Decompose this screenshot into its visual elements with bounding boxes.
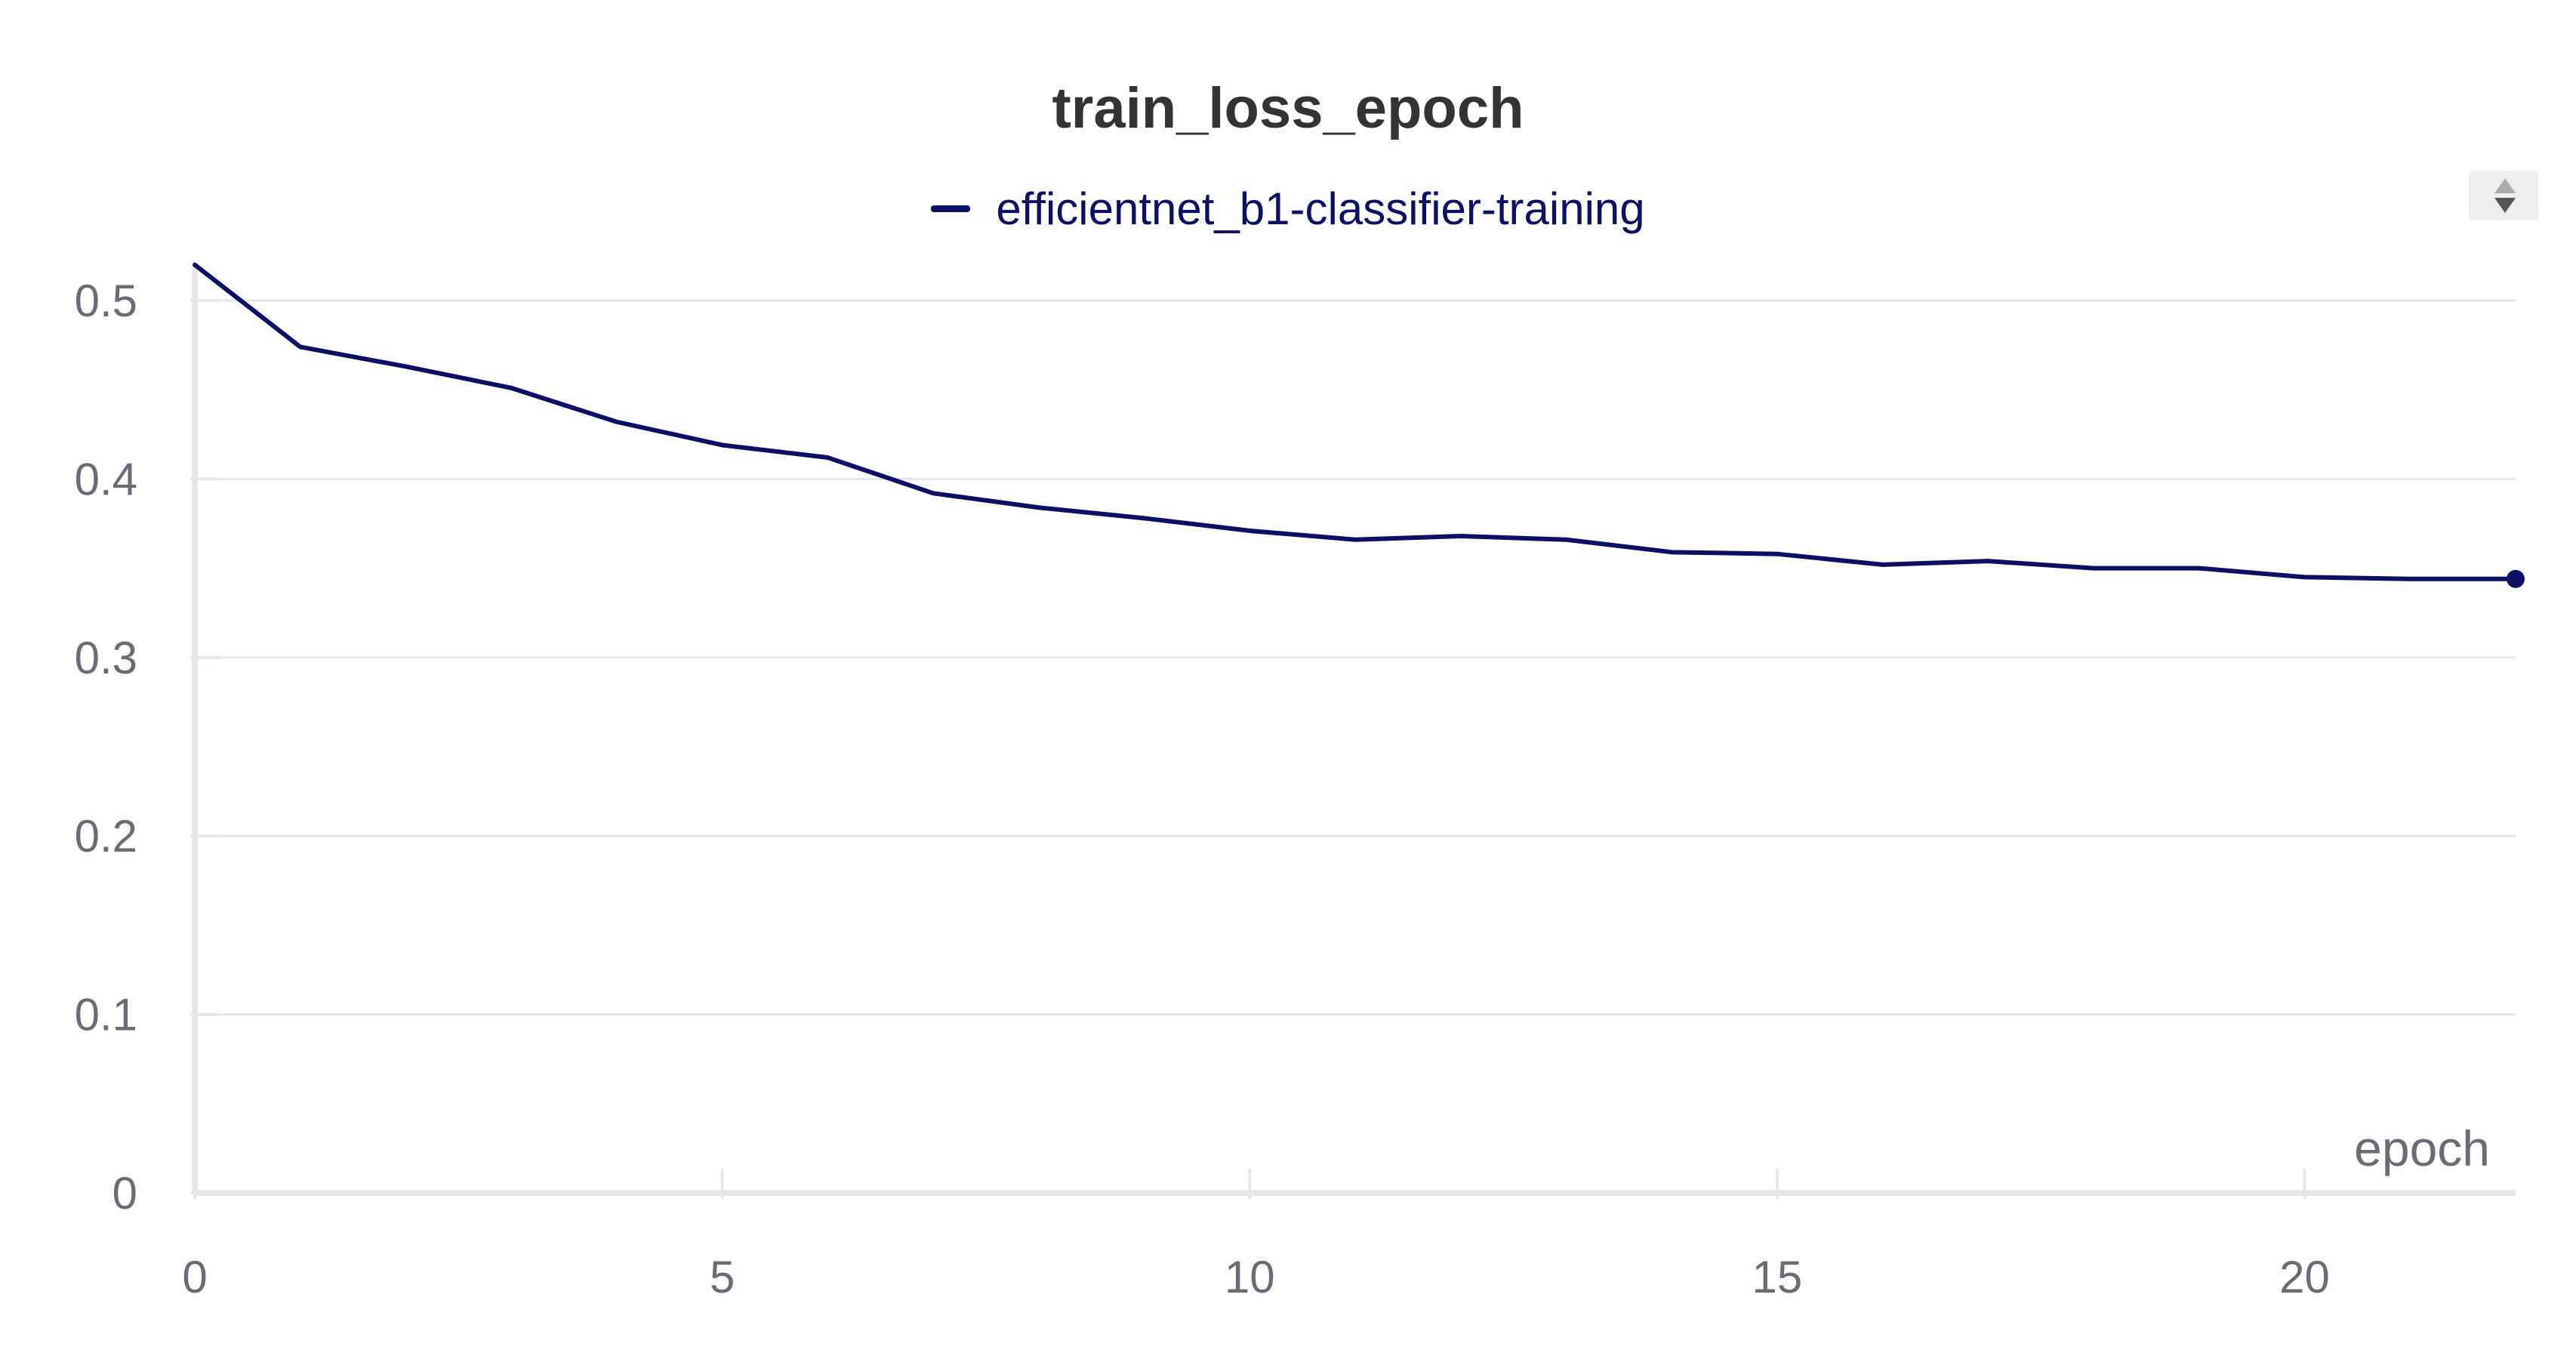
chart-title: train_loss_epoch bbox=[1052, 76, 1524, 140]
y-tick-label: 0.5 bbox=[75, 276, 137, 326]
x-tick-label: 20 bbox=[2279, 1252, 2330, 1302]
x-tick-label: 5 bbox=[710, 1252, 735, 1302]
y-tick-label: 0.4 bbox=[75, 454, 137, 504]
legend: efficientnet_b1-classifier-training bbox=[0, 171, 2576, 235]
grid bbox=[195, 299, 2516, 1016]
legend-scroll-control[interactable] bbox=[2469, 171, 2538, 220]
y-tick-label: 0.3 bbox=[75, 633, 137, 683]
x-axis-title: epoch bbox=[2354, 1120, 2490, 1176]
y-tick-label: 0.2 bbox=[75, 811, 137, 861]
chevron-up-icon[interactable] bbox=[2494, 178, 2516, 193]
series bbox=[193, 262, 2525, 588]
tick-labels: 0 0.1 0.2 0.3 0.4 0.5 0 5 10 15 20 bbox=[75, 276, 2330, 1302]
series-last-point[interactable] bbox=[2507, 569, 2525, 588]
x-tick-label: 0 bbox=[182, 1252, 207, 1302]
x-tick-label: 10 bbox=[1225, 1252, 1275, 1302]
legend-swatch bbox=[931, 205, 971, 212]
y-tick-label: 0.1 bbox=[75, 990, 137, 1040]
x-tick-label: 15 bbox=[1752, 1252, 1803, 1302]
y-tick-label: 0 bbox=[112, 1168, 137, 1219]
chevron-down-icon[interactable] bbox=[2494, 198, 2516, 213]
legend-label[interactable]: efficientnet_b1-classifier-training bbox=[996, 183, 1645, 234]
series-line[interactable] bbox=[193, 262, 2518, 581]
axes bbox=[190, 266, 2516, 1199]
